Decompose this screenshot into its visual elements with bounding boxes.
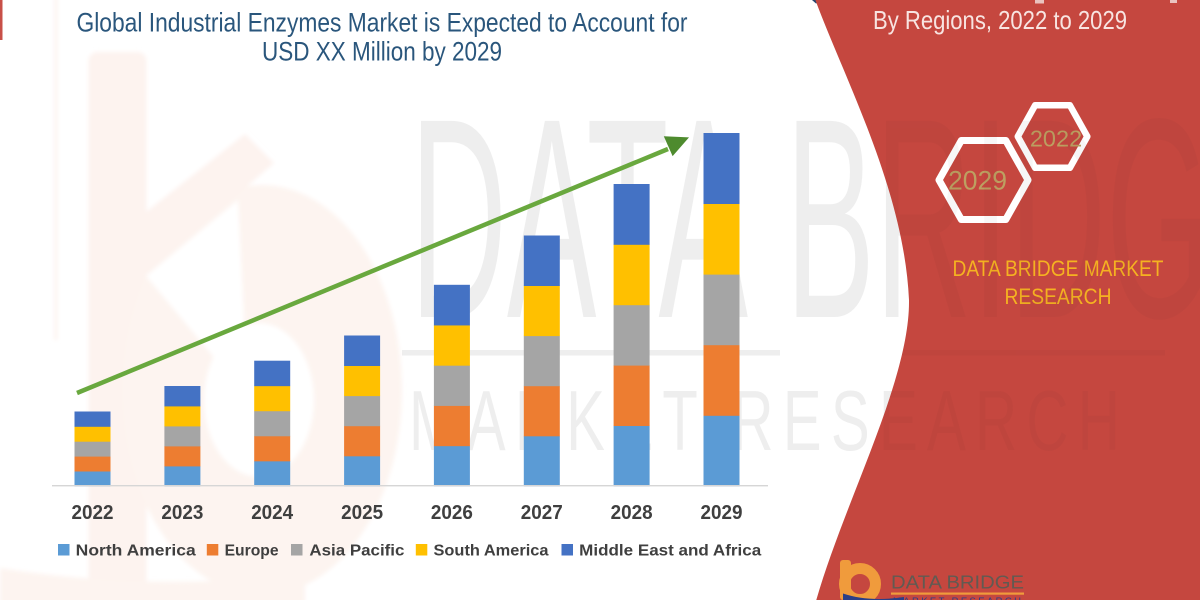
svg-text:South America: South America	[434, 543, 549, 560]
svg-text:USD XX Million by 2029: USD XX Million by 2029	[262, 36, 502, 66]
svg-text:2022: 2022	[72, 502, 114, 524]
svg-text:RESEARCH: RESEARCH	[1005, 284, 1112, 309]
svg-text:2022: 2022	[1030, 126, 1082, 152]
svg-text:2028: 2028	[611, 502, 653, 524]
svg-text:DATA BRIDGE MARKET: DATA BRIDGE MARKET	[953, 256, 1164, 281]
svg-text:Middle East and Africa: Middle East and Africa	[579, 543, 761, 560]
svg-text:Europe: Europe	[225, 543, 279, 560]
svg-text:2025: 2025	[341, 502, 383, 524]
svg-text:2023: 2023	[161, 502, 203, 524]
svg-text:2029: 2029	[701, 502, 743, 524]
svg-text:2027: 2027	[521, 502, 563, 524]
svg-text:2026: 2026	[431, 502, 473, 524]
svg-text:2029: 2029	[948, 166, 1007, 196]
svg-text:North America: North America	[76, 543, 196, 560]
svg-text:Global Industrial Enzymes Mark: Global Industrial Enzymes Market is Expe…	[77, 8, 688, 38]
svg-text:DATA BRIDGE: DATA BRIDGE	[891, 572, 1024, 593]
svg-text:Asia Pacific: Asia Pacific	[309, 543, 404, 560]
svg-text:2024: 2024	[251, 502, 294, 524]
svg-text:MARKET RESEARCH: MARKET RESEARCH	[893, 596, 1021, 600]
svg-text:By Regions, 2022 to 2029: By Regions, 2022 to 2029	[873, 5, 1127, 35]
